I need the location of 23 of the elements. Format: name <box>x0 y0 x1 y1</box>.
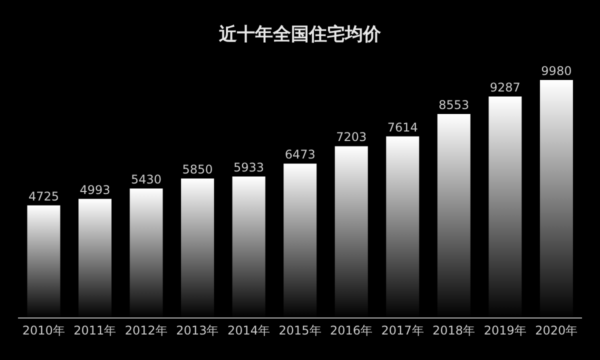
data-label: 5933 <box>234 160 264 175</box>
x-tick-label: 2014年 <box>227 324 270 338</box>
x-tick-label: 2012年 <box>124 324 168 338</box>
x-tick-label: 2015年 <box>278 324 322 338</box>
chart-title: 近十年全国住宅均价 <box>218 23 382 46</box>
x-tick-label: 2019年 <box>484 324 526 338</box>
x-tick-label: 2010年 <box>22 324 65 338</box>
x-tick-label: 2013年 <box>176 324 219 338</box>
data-label: 6473 <box>284 148 316 162</box>
data-label: 5850 <box>182 162 213 176</box>
x-tick-label: 2018年 <box>432 324 476 338</box>
data-label: 7203 <box>336 130 367 144</box>
data-label: 4993 <box>80 182 110 197</box>
x-tick-label: 2016年 <box>330 324 373 338</box>
data-label: 7614 <box>387 120 418 134</box>
data-label: 9980 <box>541 64 572 78</box>
x-tick-label: 2017年 <box>381 324 424 338</box>
data-label: 4725 <box>28 189 60 204</box>
x-tick-label: 2011年 <box>74 324 116 338</box>
data-label: 5430 <box>131 172 162 187</box>
x-tick-label: 2020年 <box>535 324 578 338</box>
data-label: 9287 <box>490 80 520 95</box>
data-label: 8553 <box>438 98 470 112</box>
